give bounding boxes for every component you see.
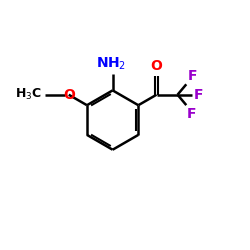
- Text: H$_3$C: H$_3$C: [15, 87, 42, 102]
- Text: F: F: [194, 88, 203, 102]
- Text: O: O: [150, 59, 162, 73]
- Text: F: F: [187, 107, 196, 121]
- Text: NH$_2$: NH$_2$: [96, 56, 126, 72]
- Text: F: F: [188, 69, 197, 83]
- Text: O: O: [63, 88, 75, 102]
